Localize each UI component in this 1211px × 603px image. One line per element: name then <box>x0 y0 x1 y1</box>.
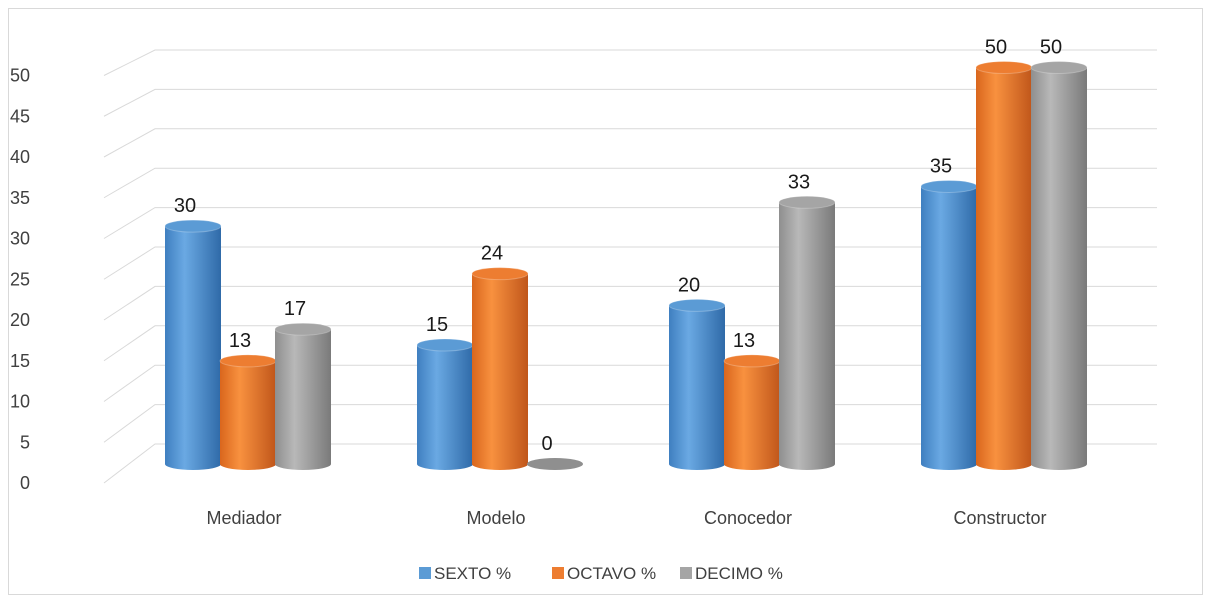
bar-top <box>219 354 277 368</box>
bar: 35 <box>920 155 978 470</box>
gridline <box>103 167 1157 199</box>
bar: 0 <box>527 433 583 470</box>
bar: 13 <box>723 330 781 470</box>
y-tick-label: 35 <box>10 188 30 208</box>
bar-top <box>975 61 1033 74</box>
y-tick-label: 10 <box>10 392 30 412</box>
bar-body <box>472 273 528 470</box>
data-label: 15 <box>426 314 448 336</box>
legend-swatch <box>419 567 431 579</box>
y-tick-label: 15 <box>10 351 30 371</box>
legend-label: OCTAVO % <box>567 564 656 583</box>
data-label: 33 <box>788 171 810 193</box>
y-tick-label: 40 <box>10 147 30 167</box>
bar-body <box>165 226 221 470</box>
y-axis: 0 5 10 15 20 25 30 35 40 45 50 <box>10 66 30 494</box>
bar: 30 <box>164 195 222 470</box>
gridline <box>103 49 1157 76</box>
bar-top <box>527 458 583 470</box>
bar-top <box>723 354 781 368</box>
bar-top <box>920 179 978 193</box>
bar-body <box>669 305 725 470</box>
bar: 24 <box>471 243 529 470</box>
bar-top <box>164 219 222 233</box>
legend-label: DECIMO % <box>695 564 783 583</box>
y-tick-label: 20 <box>10 310 30 330</box>
bar: 17 <box>274 298 332 470</box>
bar-body <box>779 202 835 470</box>
bar-body <box>724 360 780 470</box>
bar-top <box>1030 61 1088 74</box>
gridline <box>103 128 1157 158</box>
bar-top <box>471 267 529 281</box>
bars: 30 13 17 15 24 0 20 13 33 35 50 50 <box>164 37 1088 470</box>
bar-top <box>274 322 332 336</box>
data-label: 35 <box>930 155 952 177</box>
bar: 50 <box>1030 37 1088 470</box>
y-tick-label: 25 <box>10 269 30 289</box>
data-label: 20 <box>678 274 700 296</box>
legend-swatch <box>680 567 692 579</box>
bar-top <box>778 195 836 209</box>
bar: 50 <box>975 37 1033 470</box>
data-label: 0 <box>541 433 552 455</box>
y-tick-label: 30 <box>10 229 30 249</box>
data-label: 50 <box>1040 37 1062 59</box>
bar-body <box>220 360 276 470</box>
bar-top <box>668 298 726 312</box>
bar-top <box>416 338 474 352</box>
data-label: 13 <box>733 330 755 352</box>
legend: SEXTO % OCTAVO % DECIMO % <box>419 564 783 583</box>
x-tick-label: Constructor <box>953 508 1046 528</box>
y-tick-label: 45 <box>10 106 30 126</box>
gridline <box>103 88 1157 117</box>
bar: 20 <box>668 274 726 470</box>
y-tick-label: 0 <box>20 473 30 493</box>
bar-body <box>1031 67 1087 470</box>
data-label: 24 <box>481 243 503 265</box>
legend-label: SEXTO % <box>434 564 511 583</box>
bar-body <box>275 329 331 470</box>
bar-body <box>976 67 1032 470</box>
x-tick-label: Conocedor <box>704 508 792 528</box>
x-axis: Mediador Modelo Conocedor Constructor <box>206 508 1046 528</box>
data-label: 30 <box>174 195 196 217</box>
y-tick-label: 50 <box>10 66 30 86</box>
x-tick-label: Mediador <box>206 508 281 528</box>
bar-body <box>417 345 473 470</box>
bar: 15 <box>416 314 474 470</box>
legend-swatch <box>552 567 564 579</box>
y-tick-label: 5 <box>20 432 30 452</box>
bar: 33 <box>778 171 836 470</box>
data-label: 50 <box>985 37 1007 59</box>
data-label: 17 <box>284 298 306 320</box>
bar: 13 <box>219 330 277 470</box>
x-tick-label: Modelo <box>466 508 525 528</box>
data-label: 13 <box>229 330 251 352</box>
bar-body <box>921 186 977 470</box>
